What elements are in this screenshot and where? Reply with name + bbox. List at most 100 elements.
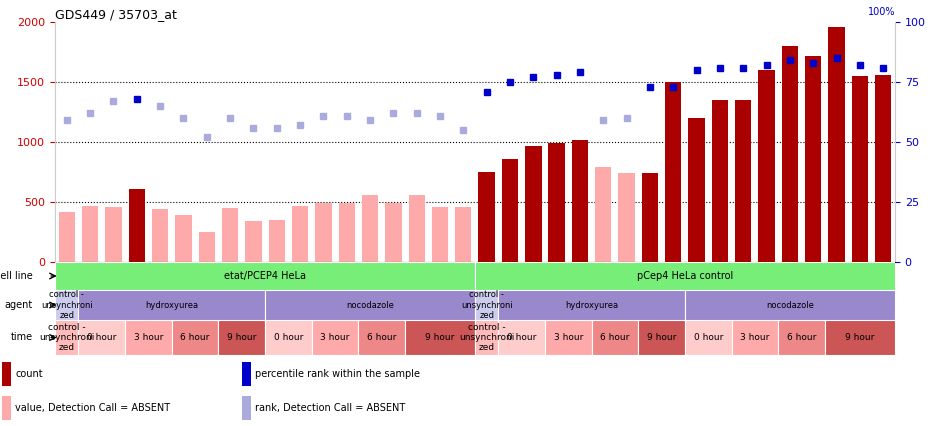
Bar: [222, 208, 238, 262]
Bar: [731, 320, 778, 355]
Bar: [55, 320, 78, 355]
Bar: [712, 100, 728, 262]
Text: cell line: cell line: [0, 271, 33, 281]
Bar: [291, 206, 308, 262]
Bar: [685, 320, 731, 355]
Bar: [498, 290, 685, 320]
Bar: [642, 173, 658, 262]
Bar: [778, 320, 825, 355]
Text: GDS449 / 35703_at: GDS449 / 35703_at: [55, 8, 177, 21]
Bar: [315, 203, 332, 262]
Bar: [125, 320, 172, 355]
Bar: [409, 195, 425, 262]
Bar: [782, 46, 798, 262]
Text: 3 hour: 3 hour: [133, 333, 163, 342]
Text: agent: agent: [5, 300, 33, 310]
Text: control -
unsynchroni
zed: control - unsynchroni zed: [461, 290, 512, 320]
Text: 6 hour: 6 hour: [180, 333, 210, 342]
Text: percentile rank within the sample: percentile rank within the sample: [256, 369, 420, 379]
Text: count: count: [15, 369, 43, 379]
Bar: [638, 320, 685, 355]
Text: time: time: [11, 333, 33, 343]
Bar: [475, 320, 498, 355]
Bar: [852, 76, 869, 262]
Bar: [152, 209, 168, 262]
Bar: [572, 140, 588, 262]
Bar: [58, 212, 75, 262]
Bar: [498, 320, 545, 355]
Bar: [619, 173, 634, 262]
Bar: [591, 320, 638, 355]
Text: 0 hour: 0 hour: [87, 333, 117, 342]
Bar: [666, 82, 682, 262]
Bar: [478, 172, 494, 262]
Text: control -
unsynchroni
zed: control - unsynchroni zed: [40, 290, 92, 320]
Text: etat/PCEP4 HeLa: etat/PCEP4 HeLa: [224, 271, 306, 281]
Bar: [475, 290, 498, 320]
Bar: [828, 27, 845, 262]
Bar: [431, 207, 448, 262]
Bar: [55, 290, 78, 320]
Bar: [405, 320, 475, 355]
Bar: [735, 100, 751, 262]
Bar: [198, 232, 215, 262]
Text: 9 hour: 9 hour: [425, 333, 455, 342]
Text: 6 hour: 6 hour: [787, 333, 816, 342]
Bar: [105, 207, 121, 262]
Bar: [549, 143, 565, 262]
Bar: [475, 262, 895, 290]
Bar: [688, 118, 705, 262]
Bar: [338, 203, 354, 262]
Text: 100%: 100%: [868, 7, 895, 17]
Bar: [55, 262, 475, 290]
Bar: [242, 396, 251, 420]
Bar: [78, 290, 265, 320]
Text: 6 hour: 6 hour: [367, 333, 397, 342]
Bar: [385, 203, 401, 262]
Bar: [525, 146, 541, 262]
Text: 0 hour: 0 hour: [274, 333, 303, 342]
Text: hydroxyurea: hydroxyurea: [145, 300, 198, 310]
Text: nocodazole: nocodazole: [766, 300, 814, 310]
Bar: [545, 320, 591, 355]
Bar: [806, 56, 822, 262]
Text: 3 hour: 3 hour: [554, 333, 583, 342]
Text: 9 hour: 9 hour: [845, 333, 875, 342]
Text: 9 hour: 9 hour: [227, 333, 257, 342]
Bar: [825, 320, 895, 355]
Bar: [129, 189, 145, 262]
Text: 6 hour: 6 hour: [601, 333, 630, 342]
Bar: [455, 207, 472, 262]
Bar: [269, 220, 285, 262]
Bar: [358, 320, 405, 355]
Text: nocodazole: nocodazole: [346, 300, 394, 310]
Bar: [78, 320, 125, 355]
Text: rank, Detection Call = ABSENT: rank, Detection Call = ABSENT: [256, 403, 406, 413]
Text: control -
unsynchroni
zed: control - unsynchroni zed: [39, 322, 94, 352]
Text: 0 hour: 0 hour: [694, 333, 723, 342]
Text: hydroxyurea: hydroxyurea: [565, 300, 619, 310]
Bar: [2, 362, 10, 386]
Bar: [218, 320, 265, 355]
Bar: [2, 396, 10, 420]
Text: value, Detection Call = ABSENT: value, Detection Call = ABSENT: [15, 403, 170, 413]
Bar: [362, 195, 378, 262]
Text: 0 hour: 0 hour: [507, 333, 537, 342]
Bar: [502, 159, 518, 262]
Text: control -
unsynchroni
zed: control - unsynchroni zed: [459, 322, 514, 352]
Bar: [242, 362, 251, 386]
Bar: [685, 290, 895, 320]
Text: 3 hour: 3 hour: [741, 333, 770, 342]
Bar: [759, 70, 775, 262]
Text: 9 hour: 9 hour: [647, 333, 677, 342]
Bar: [82, 206, 98, 262]
Bar: [265, 290, 475, 320]
Bar: [312, 320, 358, 355]
Bar: [875, 75, 891, 262]
Text: pCep4 HeLa control: pCep4 HeLa control: [637, 271, 733, 281]
Bar: [245, 221, 261, 262]
Bar: [595, 167, 612, 262]
Bar: [175, 215, 192, 262]
Bar: [265, 320, 312, 355]
Text: 3 hour: 3 hour: [321, 333, 350, 342]
